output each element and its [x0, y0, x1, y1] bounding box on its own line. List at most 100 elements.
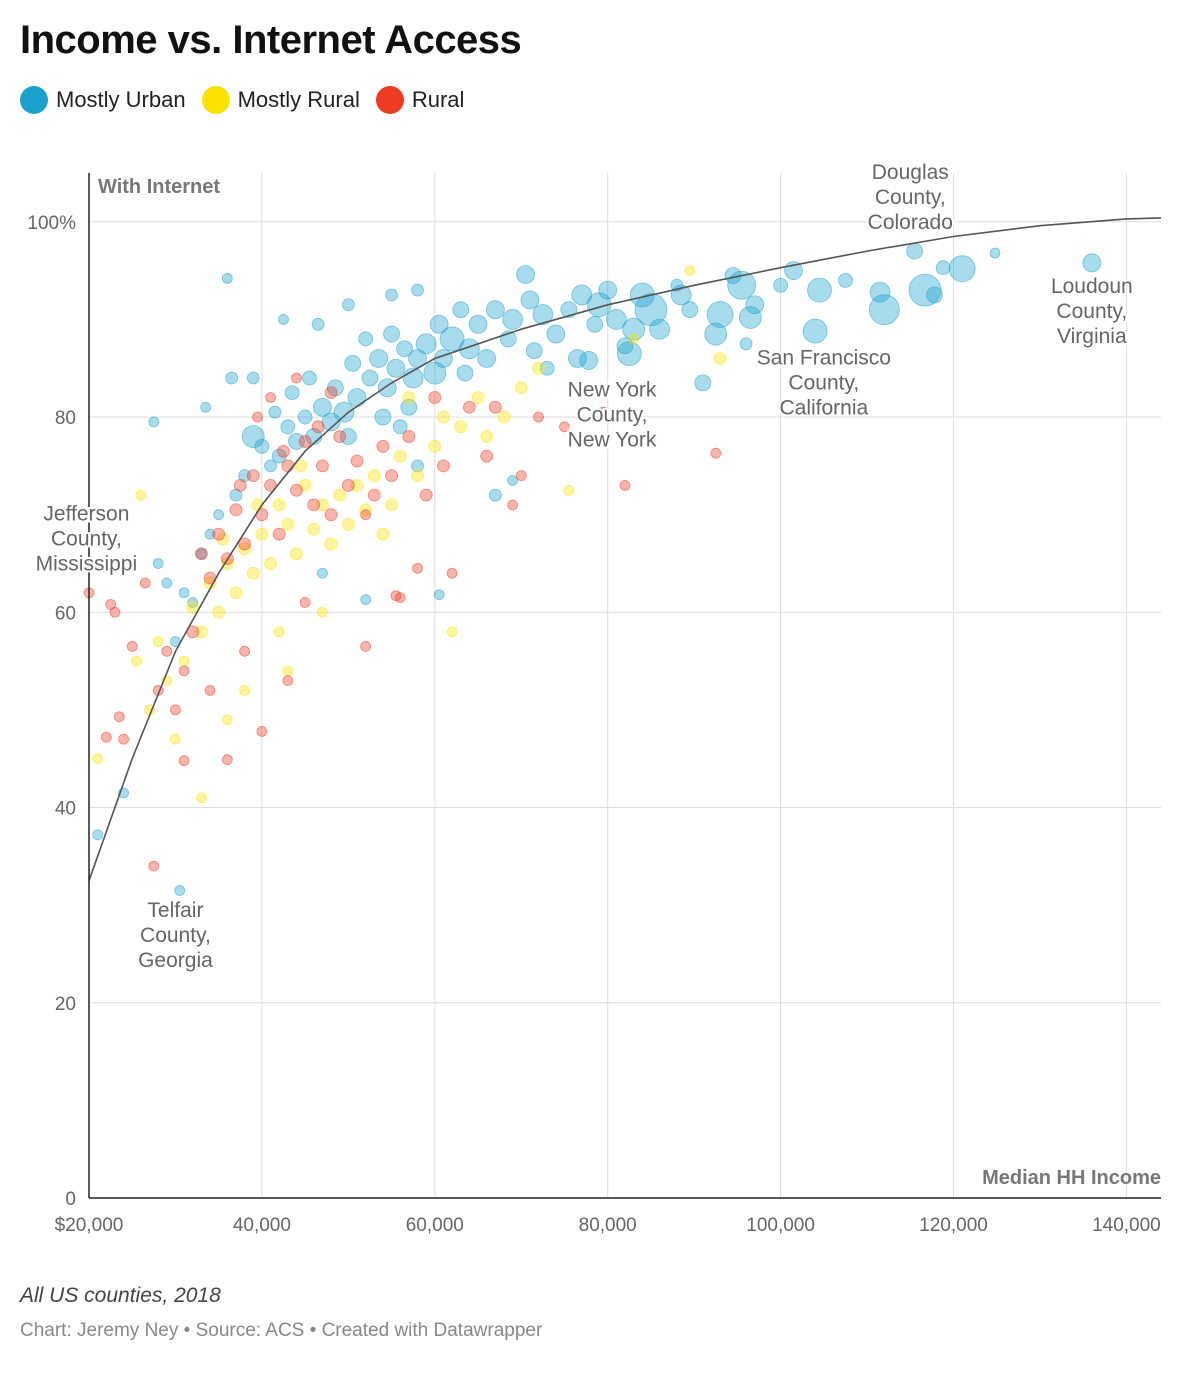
data-point — [628, 333, 640, 345]
data-point — [383, 325, 400, 343]
data-point — [419, 488, 433, 502]
x-tick-label: $20,000 — [55, 1215, 124, 1236]
data-point — [307, 498, 321, 512]
data-point — [281, 518, 295, 531]
data-point — [341, 518, 355, 531]
data-point — [598, 280, 618, 300]
data-point — [313, 397, 332, 417]
data-point — [350, 454, 364, 468]
annotation-line: San Francisco — [757, 346, 891, 369]
legend-label-rural: Rural — [411, 87, 465, 112]
data-point — [281, 459, 295, 473]
data-point — [485, 300, 505, 320]
data-point — [256, 725, 268, 737]
data-point — [358, 331, 374, 347]
data-point — [926, 286, 943, 304]
data-point — [468, 314, 488, 334]
data-point — [738, 306, 762, 329]
data-point — [341, 478, 355, 492]
data-point — [316, 459, 329, 473]
data-point — [649, 318, 670, 340]
data-point — [284, 385, 300, 401]
data-point — [170, 733, 181, 745]
data-point — [135, 489, 147, 501]
data-point — [109, 606, 121, 618]
annotation-label: San Francisco County, California — [757, 346, 891, 419]
data-point — [838, 272, 853, 288]
data-point — [264, 478, 277, 492]
chart-note: All US counties, 2018 — [20, 1284, 221, 1307]
data-point — [113, 711, 125, 723]
data-point — [437, 410, 450, 424]
annotation-line: Loudoun — [1051, 275, 1133, 298]
x-tick-label: 80,000 — [579, 1215, 637, 1236]
data-point — [272, 527, 286, 541]
data-point — [347, 388, 367, 407]
data-point — [254, 438, 270, 454]
data-point — [376, 527, 390, 541]
data-point — [694, 374, 712, 392]
y-tick-label: 60 — [55, 603, 76, 624]
y-tick-label: 100% — [27, 213, 76, 234]
data-point — [311, 420, 325, 434]
data-point — [246, 371, 260, 385]
legend-label-mostly-urban: Mostly Urban — [56, 87, 186, 112]
data-point — [563, 484, 575, 496]
annotation-label: New York County, New York — [568, 379, 657, 452]
annotation-label: Douglas County, Colorado — [868, 161, 953, 234]
annotation-label: Loudoun County, Virginia — [1051, 275, 1133, 348]
data-point — [452, 301, 470, 319]
annotation-line: Douglas — [872, 161, 949, 184]
data-point — [402, 430, 416, 443]
data-point — [525, 342, 543, 360]
annotation-line: Virginia — [1057, 325, 1127, 348]
data-point — [298, 435, 312, 448]
data-point — [369, 349, 389, 368]
data-point — [906, 242, 924, 260]
y-tick-label: 0 — [65, 1189, 76, 1210]
data-point — [376, 439, 390, 453]
data-point — [948, 255, 976, 283]
data-point — [684, 265, 696, 277]
data-point — [559, 421, 570, 433]
axes: 0 20 40 60 80 100% $20,000 40,000 60,000 80,000 10… — [27, 173, 1161, 1236]
annotation-line: Georgia — [138, 949, 213, 972]
data-point — [302, 370, 317, 386]
data-point — [204, 684, 216, 696]
data-point — [514, 381, 528, 395]
data-point — [385, 469, 398, 483]
data-point — [238, 537, 252, 551]
data-point — [560, 301, 578, 319]
data-point — [546, 324, 566, 344]
data-point — [221, 714, 233, 726]
data-point — [174, 885, 186, 896]
data-point — [437, 459, 450, 473]
y-tick-label: 20 — [55, 994, 76, 1015]
data-point — [415, 333, 437, 355]
data-point — [324, 508, 338, 522]
data-point — [126, 641, 138, 652]
data-point — [264, 459, 277, 473]
data-point — [868, 294, 900, 326]
data-point — [92, 753, 104, 765]
data-point — [385, 288, 398, 302]
annotation-line: Colorado — [868, 211, 953, 234]
data-point — [390, 590, 402, 602]
trend-line — [88, 217, 1162, 881]
data-point — [462, 400, 476, 414]
chart-credit: Chart: Jeremy Ney • Source: ACS • Create… — [20, 1320, 543, 1341]
data-point — [278, 314, 289, 325]
data-point — [280, 419, 296, 435]
data-point — [429, 314, 449, 334]
data-point — [178, 665, 190, 677]
data-point — [92, 829, 104, 841]
data-point — [520, 290, 540, 310]
data-point — [634, 293, 668, 327]
annotation-label: Telfair County, Georgia — [138, 899, 213, 972]
data-point — [360, 641, 372, 652]
data-point — [307, 522, 321, 536]
data-point — [739, 337, 753, 351]
legend-item-rural: Rural — [375, 86, 465, 114]
data-point — [186, 601, 200, 614]
data-point — [265, 392, 276, 403]
